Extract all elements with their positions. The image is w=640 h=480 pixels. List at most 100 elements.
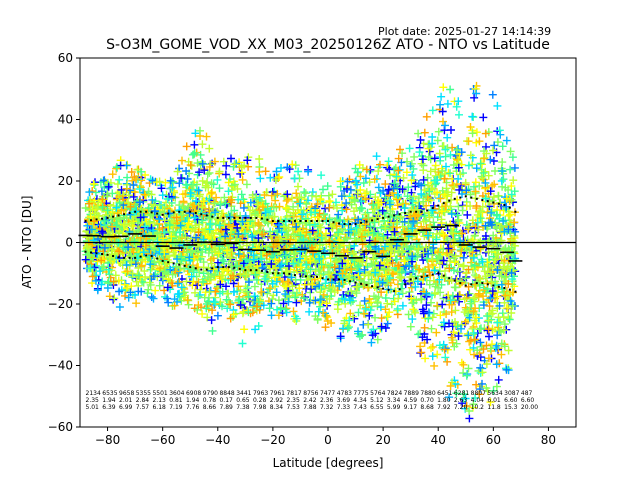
- scatter-point: [353, 189, 362, 198]
- std-marker: [244, 269, 247, 272]
- std-marker: [227, 216, 230, 219]
- scatter-point: [468, 112, 477, 121]
- scatter-point: [380, 242, 389, 251]
- scatter-point: [412, 239, 421, 248]
- scatter-point: [337, 192, 346, 201]
- scatter-point: [200, 197, 208, 206]
- scatter-point: [98, 227, 106, 236]
- std-marker: [453, 279, 456, 282]
- scatter-point: [259, 203, 267, 212]
- scatter-point: [315, 254, 324, 263]
- std-marker: [315, 219, 318, 222]
- scatter-point: [275, 202, 284, 211]
- scatter-point: [510, 163, 519, 172]
- scatter-point: [161, 178, 170, 187]
- std-marker: [112, 215, 115, 218]
- scatter-point: [464, 331, 473, 340]
- scatter-point: [166, 176, 175, 185]
- scatter-point: [424, 231, 432, 240]
- scatter-point: [495, 301, 504, 310]
- scatter-point: [313, 200, 322, 208]
- scatter-point: [233, 223, 242, 232]
- scatter-point: [443, 99, 452, 108]
- scatter-point: [409, 305, 418, 314]
- scatter-point: [487, 208, 496, 217]
- stat-std: 20.00: [521, 404, 538, 411]
- scatter-point: [289, 307, 298, 316]
- scatter-point: [205, 162, 214, 171]
- std-marker: [112, 255, 115, 258]
- scatter-point: [408, 197, 417, 205]
- stat-std: 7.98: [253, 404, 267, 411]
- std-marker: [271, 272, 274, 275]
- std-marker: [222, 216, 225, 219]
- scatter-point: [482, 149, 491, 158]
- scatter-point: [483, 326, 492, 335]
- scatter-point: [422, 112, 431, 121]
- scatter-point: [213, 311, 222, 320]
- x-tick-label: 20: [375, 433, 390, 447]
- std-marker: [128, 211, 131, 214]
- scatter-point: [98, 228, 107, 237]
- scatter-point: [494, 375, 503, 384]
- scatter-point: [177, 174, 186, 183]
- stat-std: 8.66: [203, 404, 217, 411]
- stat-mean: 1.80: [437, 397, 451, 404]
- scatter-point: [198, 309, 207, 318]
- std-marker: [354, 281, 357, 284]
- stat-std: 6.39: [102, 404, 116, 411]
- scatter-point: [112, 203, 121, 212]
- scatter-point: [292, 223, 301, 231]
- scatter-point: [308, 191, 316, 200]
- std-marker: [282, 272, 285, 275]
- scatter-point: [461, 394, 470, 403]
- scatter-point: [265, 304, 274, 313]
- stat-count: 9658: [119, 390, 134, 397]
- scatter-point: [205, 225, 214, 234]
- scatter-point: [211, 208, 220, 217]
- scatter-point: [383, 312, 392, 321]
- scatter-point: [268, 252, 277, 260]
- scatter-point: [255, 167, 264, 176]
- scatter-point: [174, 268, 183, 277]
- scatter-point: [352, 176, 360, 185]
- scatter-point: [90, 217, 99, 226]
- scatter-point: [478, 379, 486, 388]
- scatter-point: [483, 312, 492, 320]
- scatter-point: [281, 282, 290, 291]
- scatter-point: [272, 167, 281, 176]
- std-marker: [156, 257, 159, 260]
- stat-std: 7.38: [236, 404, 250, 411]
- scatter-point: [425, 268, 434, 277]
- scatter-point: [100, 217, 109, 225]
- scatter-point: [504, 185, 513, 194]
- stat-mean: 6.01: [487, 397, 501, 404]
- x-tick-label: −60: [150, 433, 175, 447]
- std-marker: [459, 196, 462, 199]
- std-marker: [453, 197, 456, 200]
- scatter-point: [457, 324, 465, 333]
- scatter-point: [423, 335, 432, 344]
- scatter-point: [224, 220, 233, 229]
- scatter-point: [172, 239, 181, 248]
- scatter-point: [251, 209, 260, 218]
- scatter-point: [425, 187, 434, 196]
- scatter-point: [373, 299, 382, 307]
- scatter-point: [405, 261, 414, 270]
- scatter-point: [150, 245, 159, 253]
- scatter-point: [465, 407, 474, 415]
- scatter-point: [360, 265, 369, 274]
- std-marker: [194, 211, 197, 214]
- scatter-point: [333, 245, 342, 254]
- scatter-point: [200, 166, 209, 175]
- scatter-point: [226, 300, 235, 309]
- std-marker: [415, 277, 418, 280]
- scatter-point: [163, 195, 172, 203]
- scatter-point: [411, 308, 420, 317]
- scatter-point: [290, 250, 299, 259]
- std-marker: [321, 219, 324, 222]
- std-marker: [409, 278, 412, 281]
- stat-count: 6535: [102, 390, 117, 397]
- std-marker: [293, 274, 296, 277]
- scatter-point: [385, 165, 394, 174]
